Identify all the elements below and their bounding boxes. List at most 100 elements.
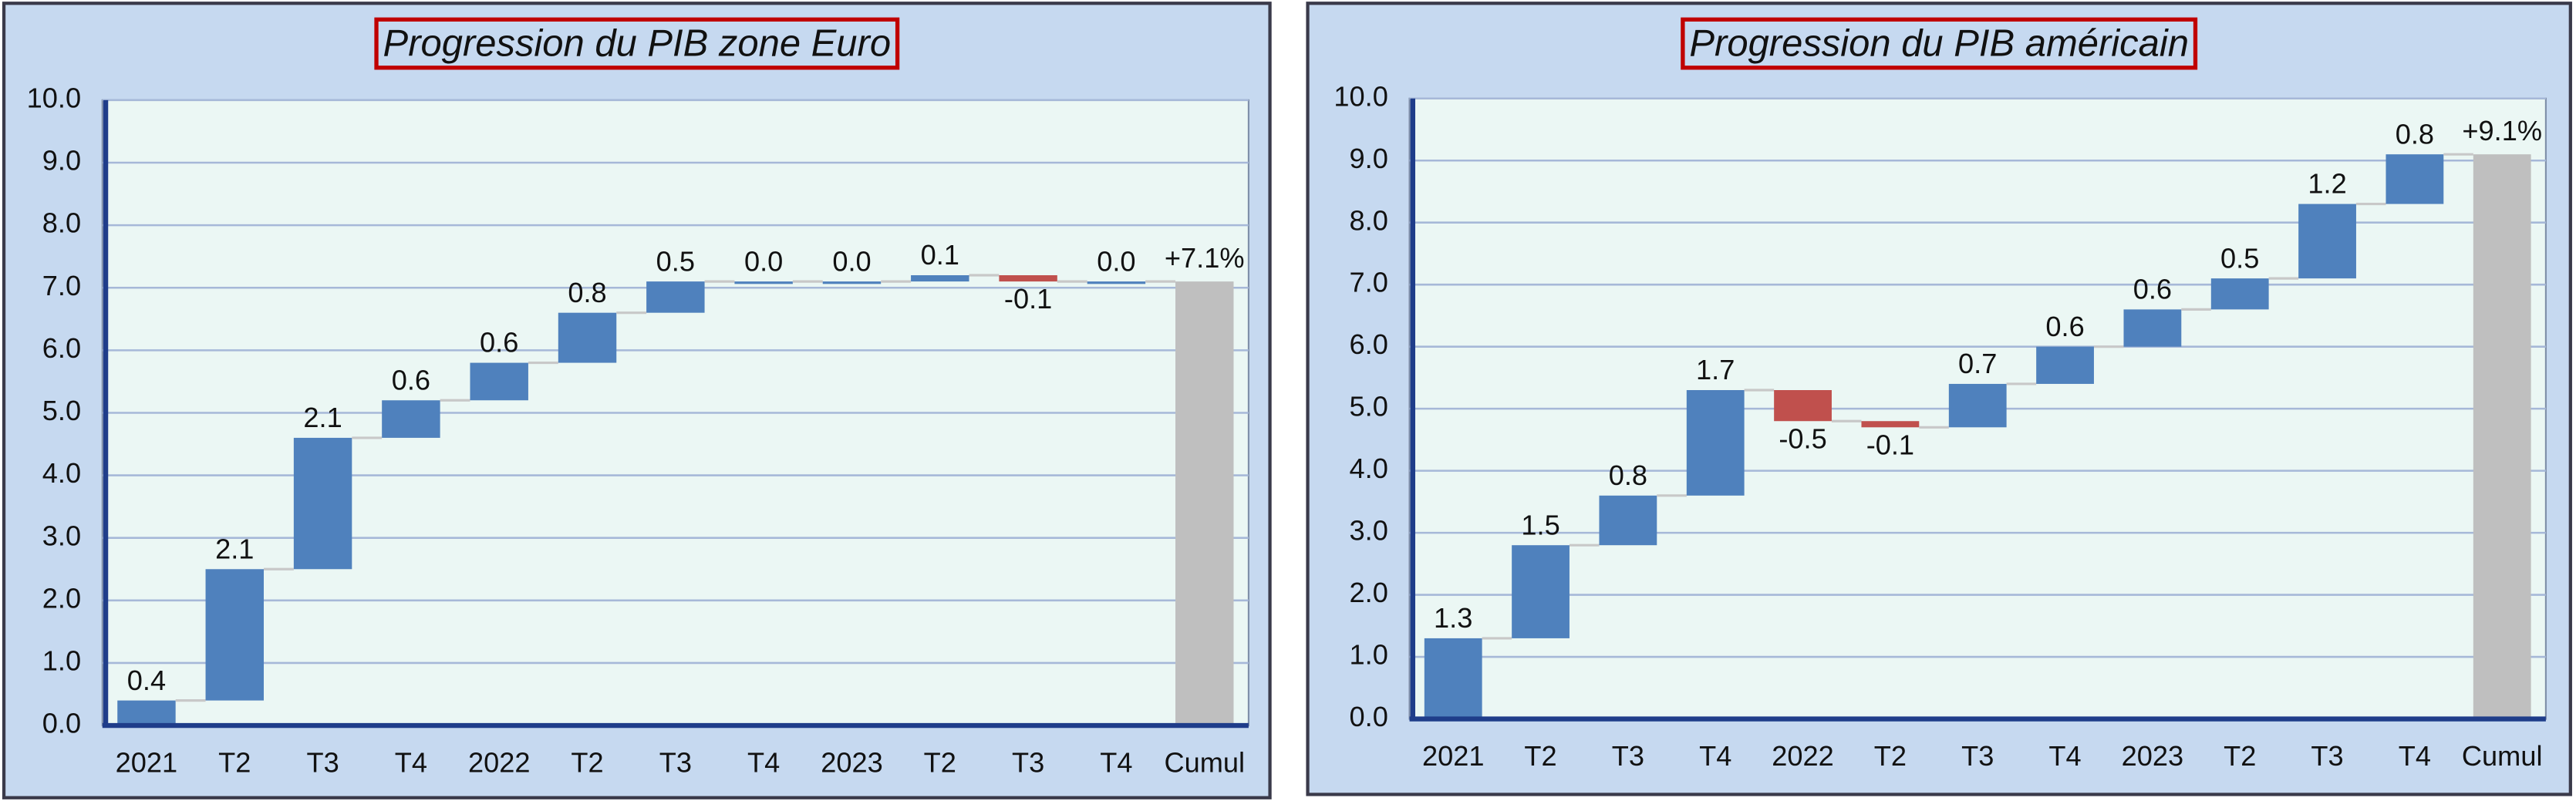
total-bar [1175,281,1234,726]
x-tick-label: 2022 [1772,740,1834,772]
total-bar [2473,154,2531,719]
bar [2385,154,2444,204]
title-box [374,17,900,70]
value-label: 0.8 [1609,459,1647,491]
value-label: 2.1 [215,533,254,564]
y-tick-label: 3.0 [1350,515,1388,547]
x-tick-label: T2 [1524,740,1556,772]
y-tick-label: 9.0 [1350,143,1388,174]
x-tick-label: T2 [218,747,251,779]
x-tick-label: T4 [1100,747,1132,779]
y-tick-label: 8.0 [42,207,81,239]
x-tick-label: T3 [2311,740,2343,772]
y-tick-label: 0.0 [1350,701,1388,732]
bar [646,281,705,313]
x-tick-label: T2 [2224,740,2256,772]
bar [1512,545,1570,638]
x-tick-label: T4 [2399,740,2431,772]
bar [470,362,528,401]
y-tick-label: 4.0 [1350,453,1388,484]
value-label: 1.5 [1521,509,1559,540]
x-tick-label: T3 [1961,740,1994,772]
bar [382,400,440,438]
bar [1948,383,2007,428]
x-tick-label: 2021 [1422,740,1485,772]
chart-title: Progression du PIB zone Euro [383,23,892,65]
y-tick-label: 8.0 [1350,204,1388,236]
y-tick-label: 7.0 [1350,267,1388,298]
x-tick-label: T2 [924,747,956,779]
total-value-label: +9.1% [2462,115,2542,146]
bar [734,281,793,284]
x-tick-label: T3 [1612,740,1644,772]
y-tick-label: 3.0 [42,520,81,551]
value-label: 2.1 [303,402,342,433]
bar [2210,278,2269,310]
value-label: 0.0 [832,245,871,277]
x-tick-label: T4 [1699,740,1731,772]
y-tick-label: 1.0 [42,645,81,677]
x-tick-label: T2 [571,747,603,779]
bar [1774,390,1832,422]
y-tick-label: 7.0 [42,270,81,301]
bar [293,437,352,570]
y-tick-label: 6.0 [1350,328,1388,360]
y-tick-label: 0.0 [42,708,81,739]
x-tick-label: T3 [1012,747,1044,779]
value-label: 0.7 [1958,348,1997,379]
value-label: -0.1 [1866,429,1914,460]
value-label: 1.3 [1434,602,1472,634]
y-tick-label: 2.0 [42,582,81,614]
bar [2123,309,2182,347]
x-tick-label: Cumul [2462,740,2543,772]
value-label: 0.4 [127,665,166,696]
bar [911,275,969,282]
x-tick-label: 2023 [821,747,883,779]
value-label: 1.2 [2308,168,2346,200]
total-value-label: +7.1% [1165,242,1245,274]
x-tick-label: T4 [2048,740,2081,772]
x-tick-label: 2022 [468,747,531,779]
bar [1686,390,1745,496]
value-label: 0.8 [2396,118,2434,150]
chart-title: Progression du PIB américain [1689,23,2189,65]
value-label: 0.0 [744,245,783,277]
value-label: 1.7 [1696,354,1735,385]
x-tick-label: T2 [1874,740,1907,772]
y-tick-label: 1.0 [1350,639,1388,671]
bar [1599,495,1657,546]
bar [1424,638,1482,719]
value-label: 0.6 [2133,274,2172,305]
bar [205,569,264,701]
y-tick-label: 10.0 [1334,80,1387,112]
x-tick-label: 2023 [2122,740,2184,772]
y-tick-label: 2.0 [1350,577,1388,608]
value-label: 0.5 [2220,242,2259,274]
title-box [1681,17,2198,70]
value-label: 0.6 [392,364,430,395]
y-tick-label: 5.0 [1350,391,1388,422]
x-tick-label: T3 [659,747,692,779]
y-tick-label: 6.0 [42,332,81,364]
bar [1087,281,1146,284]
x-tick-label: T4 [747,747,780,779]
x-tick-label: T3 [306,747,339,779]
value-label: -0.5 [1779,422,1826,454]
bar [558,312,617,363]
value-label: 0.0 [1097,245,1135,277]
value-label: -0.1 [1004,283,1052,315]
bar [2298,204,2356,279]
y-tick-label: 4.0 [42,457,81,489]
x-tick-label: 2021 [116,747,178,779]
value-label: 0.6 [2045,311,2084,342]
value-label: 0.5 [656,245,695,277]
y-tick-label: 10.0 [27,82,81,113]
value-label: 0.6 [480,327,518,358]
x-tick-label: T4 [395,747,427,779]
bar [822,281,882,284]
y-tick-label: 5.0 [42,395,81,426]
bar [1861,421,1920,428]
bar [2036,346,2094,384]
x-tick-label: Cumul [1164,747,1245,779]
